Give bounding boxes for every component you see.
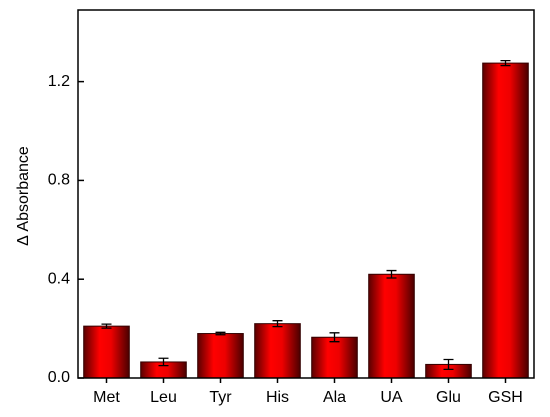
x-tick-label: Leu: [150, 389, 177, 406]
error-bar: [158, 357, 169, 367]
x-tick-label: Met: [93, 389, 120, 406]
y-tick-label: 0.8: [48, 172, 70, 189]
error-bar: [443, 358, 454, 371]
y-tick-label: 0.4: [48, 270, 70, 287]
error-bar: [215, 331, 226, 336]
x-tick-label: GSH: [488, 389, 523, 406]
bar: [368, 273, 415, 379]
y-tick-label: 0.0: [48, 369, 70, 386]
x-tick-label: Ala: [323, 389, 346, 406]
error-bar: [272, 320, 283, 328]
bar: [311, 336, 358, 379]
error-bar: [386, 269, 397, 279]
x-tick-label: Glu: [436, 389, 461, 406]
y-tick-label: 1.2: [48, 73, 70, 90]
y-axis-label: Δ Absorbance: [15, 146, 32, 246]
bar: [83, 325, 130, 379]
error-bar: [500, 59, 511, 67]
bar: [197, 333, 244, 379]
x-tick-label: Tyr: [209, 389, 232, 406]
bar: [482, 62, 529, 379]
plot-frame: [77, 9, 535, 379]
bar: [254, 323, 301, 379]
error-bar: [101, 323, 112, 329]
x-tick-label: UA: [380, 389, 403, 406]
x-tick-label: His: [266, 389, 289, 406]
error-bar: [329, 332, 340, 343]
